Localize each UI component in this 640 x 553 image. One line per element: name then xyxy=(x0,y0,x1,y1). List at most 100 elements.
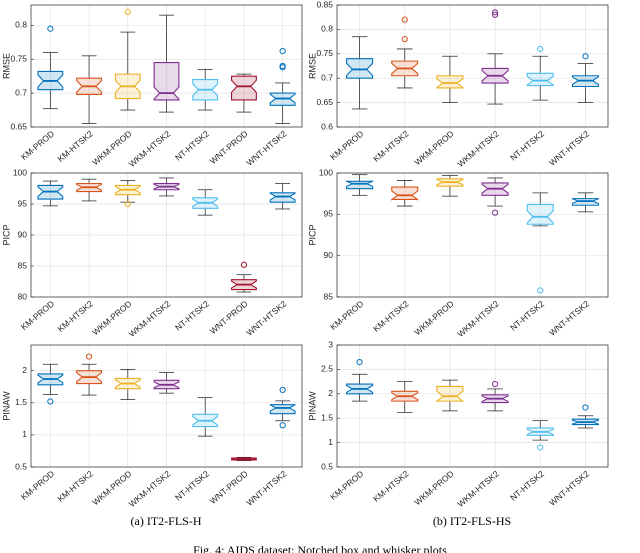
subcaption: (a) IT2-FLS-H xyxy=(131,514,202,528)
subcaption: (b) IT2-FLS-HS xyxy=(433,514,511,528)
box-group xyxy=(230,73,257,113)
y-tick-label: 0.5 xyxy=(15,461,27,471)
box-group xyxy=(153,372,180,394)
x-tick-label: WNT-HTSK2 xyxy=(244,128,288,167)
x-tick-label: KM-HTSK2 xyxy=(371,128,411,163)
box-group xyxy=(37,25,64,110)
y-tick-label: 3 xyxy=(328,339,333,349)
x-tick-label: KM-PROD xyxy=(328,469,365,502)
y-tick-label: 85 xyxy=(18,260,28,270)
x-tick-label: WNT-HTSK2 xyxy=(244,468,288,507)
y-tick-label: 0.8 xyxy=(321,24,333,34)
box-group xyxy=(346,358,374,402)
outlier xyxy=(491,9,499,16)
x-tick-label: WNT-HTSK2 xyxy=(547,298,591,337)
plot-frame xyxy=(30,172,303,298)
x-tick-label: WKM-HTSK2 xyxy=(455,128,501,169)
y-tick-label: 0.5 xyxy=(321,461,333,471)
box-group xyxy=(114,368,141,400)
box-group xyxy=(436,175,464,197)
box-group xyxy=(391,381,419,413)
box xyxy=(346,58,374,79)
x-tick-label: WKM-HTSK2 xyxy=(127,298,173,339)
x-tick-label: WKM-HTSK2 xyxy=(455,298,501,339)
y-axis-label: PINAW xyxy=(1,391,11,421)
outlier xyxy=(356,358,363,366)
box-group xyxy=(481,9,509,105)
x-tick-label: KM-HTSK2 xyxy=(55,468,95,503)
y-tick-label: 2 xyxy=(328,388,333,398)
x-tick-label: NT-HTSK2 xyxy=(508,468,546,502)
box-group xyxy=(391,16,419,89)
box xyxy=(269,404,296,415)
box-group xyxy=(436,379,464,412)
y-tick-label: 0.75 xyxy=(10,53,27,63)
outlier xyxy=(85,353,93,360)
x-tick-label: WKM-HTSK2 xyxy=(455,468,501,509)
outlier xyxy=(240,261,248,268)
x-tick-label: WKM-PROD xyxy=(412,469,455,508)
box xyxy=(230,75,257,101)
y-axis-label: PICP xyxy=(307,224,317,245)
box-group xyxy=(571,53,599,103)
box-group xyxy=(76,55,103,125)
y-tick-label: 2.5 xyxy=(321,364,333,374)
box-group xyxy=(76,353,103,396)
y-tick-label: 0.6 xyxy=(321,121,333,131)
x-tick-label: NT-HTSK2 xyxy=(173,298,211,332)
box-group xyxy=(114,8,141,111)
plot-frame xyxy=(336,4,609,128)
box-group xyxy=(526,420,554,451)
y-tick-label: 85 xyxy=(324,291,334,301)
x-tick-label: NT-HTSK2 xyxy=(508,298,546,332)
box-group xyxy=(153,14,180,113)
outlier xyxy=(279,62,286,70)
y-tick-label: 0.85 xyxy=(316,0,333,9)
box xyxy=(526,72,554,87)
box-group xyxy=(269,47,296,125)
outlier xyxy=(582,53,589,60)
x-tick-label: NT-HTSK2 xyxy=(173,468,211,502)
box-group xyxy=(76,178,103,202)
outlier xyxy=(279,422,286,429)
outlier xyxy=(537,444,544,451)
figure-caption: Fig. 4: AIDS dataset: Notched box and wh… xyxy=(193,543,447,553)
box-group xyxy=(526,192,554,294)
box-group xyxy=(346,36,374,110)
y-tick-label: 2 xyxy=(22,365,27,375)
box xyxy=(346,180,374,190)
y-tick-label: 90 xyxy=(324,250,334,260)
box-group xyxy=(230,261,257,293)
outlier xyxy=(279,386,286,394)
box xyxy=(436,385,464,403)
plot-frame xyxy=(30,4,303,128)
box-group xyxy=(481,177,509,216)
plot-frame xyxy=(336,344,609,468)
box-group xyxy=(481,380,509,412)
box xyxy=(526,203,554,225)
y-tick-label: 90 xyxy=(18,229,28,239)
y-tick-label: 0.75 xyxy=(316,48,333,58)
x-tick-label: KM-HTSK2 xyxy=(55,128,95,163)
outlier xyxy=(537,45,544,53)
outlier xyxy=(491,209,499,216)
x-tick-label: KM-PROD xyxy=(328,129,365,162)
y-tick-label: 1 xyxy=(22,429,27,439)
y-axis-label: PINAW xyxy=(307,391,317,421)
x-tick-label: NT-HTSK2 xyxy=(508,128,546,162)
y-tick-label: 100 xyxy=(13,167,27,177)
x-tick-label: WKM-HTSK2 xyxy=(127,468,173,509)
x-tick-label: WKM-PROD xyxy=(412,299,455,338)
x-tick-label: WNT-HTSK2 xyxy=(244,298,288,337)
x-tick-label: WKM-PROD xyxy=(412,129,455,168)
box-group xyxy=(526,45,554,101)
x-tick-label: KM-PROD xyxy=(19,299,56,332)
box-group xyxy=(269,183,296,210)
plot-frame xyxy=(336,172,609,298)
y-tick-label: 0.7 xyxy=(15,87,27,97)
outlier xyxy=(279,47,286,55)
y-tick-label: 1.5 xyxy=(15,397,27,407)
x-tick-label: KM-PROD xyxy=(328,299,365,332)
